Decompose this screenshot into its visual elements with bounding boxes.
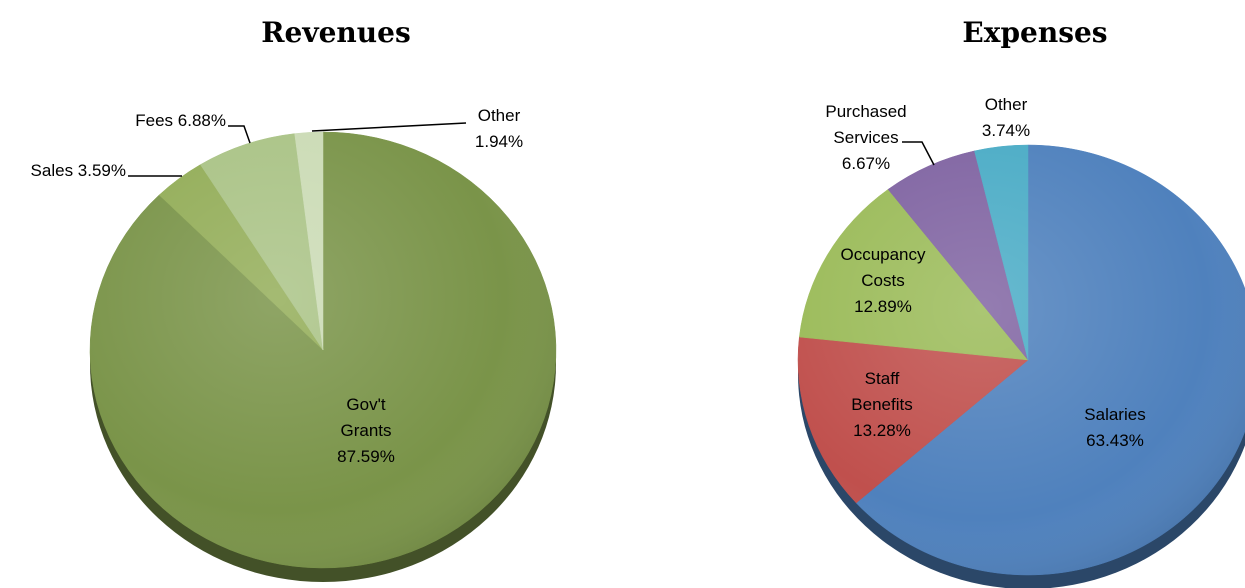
revenues-label-sales: Sales 3.59% — [31, 161, 126, 180]
expenses-pie: Salaries 63.43% Staff Benefits 13.28% Occupan… — [797, 95, 1245, 588]
revenues-label-other: Other 1.94% — [475, 106, 523, 151]
expenses-label-purchased-services: Purchased Services 6.67% — [825, 102, 906, 173]
revenues-chart-title: Revenues — [261, 16, 410, 49]
expenses-label-staff-benefits: Staff Benefits 13.28% — [851, 369, 912, 440]
revenues-label-fees: Fees 6.88% — [135, 111, 226, 130]
revenues-leader-line-other — [311, 122, 467, 132]
expenses-label-salaries: Salaries 63.43% — [1084, 405, 1145, 450]
revenues-leader-line-fees — [228, 125, 251, 144]
expenses-label-other: Other 3.74% — [982, 95, 1030, 140]
expenses-pie-shading — [798, 145, 1245, 575]
revenues-pie: Gov't Grants 87.59% Sales 3.59% Fees 6.88% Ot… — [31, 106, 557, 582]
revenues-label-gov-t-grants: Gov't Grants 87.59% — [337, 395, 395, 466]
revenues-pie-shading — [90, 132, 556, 568]
expenses-leader-line-purchased-services — [902, 141, 935, 166]
expenses-chart-title: Expenses — [962, 16, 1107, 49]
expenses-label-occupancy-costs: Occupancy Costs 12.89% — [840, 245, 926, 316]
